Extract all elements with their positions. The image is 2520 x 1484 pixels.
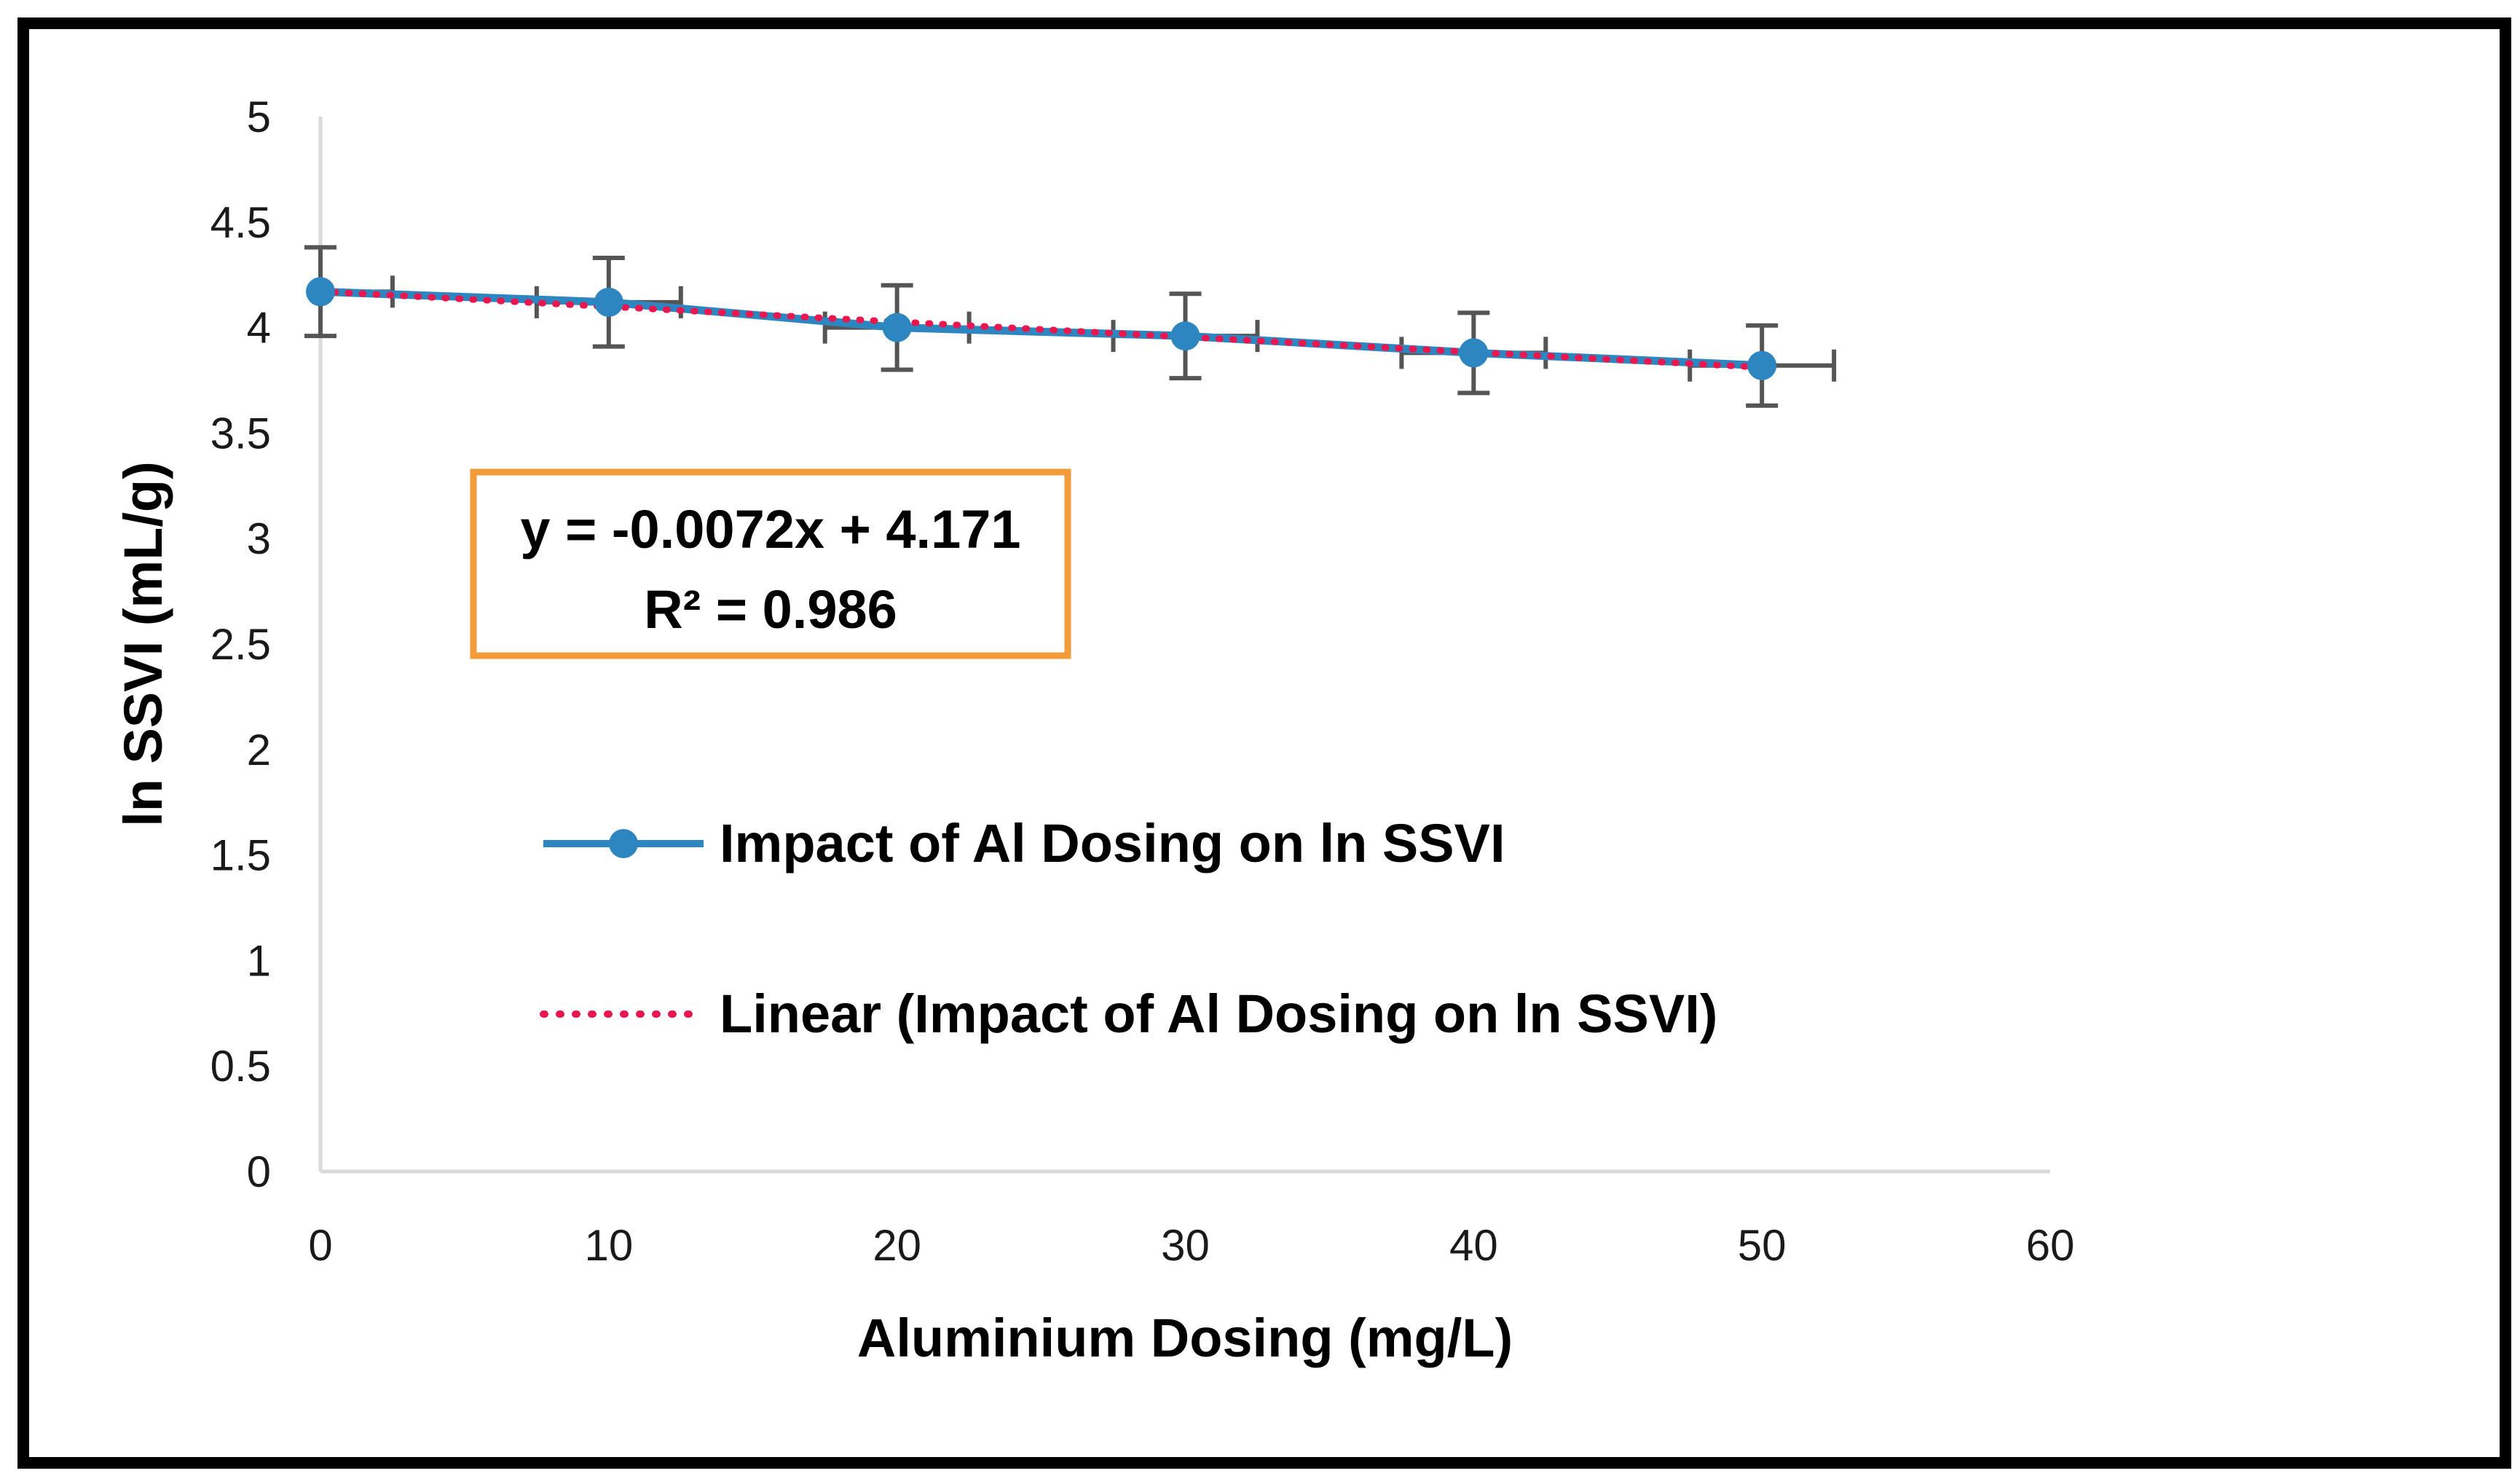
x-tick-label: 60	[2026, 1221, 2075, 1270]
x-tick-label: 20	[873, 1221, 921, 1270]
legend: Impact of Al Dosing on ln SSVI Linear (I…	[540, 813, 1717, 1044]
y-axis-title: ln SSVI (mL/g)	[113, 461, 173, 827]
y-tick-label: 5	[247, 93, 271, 141]
y-tick-label: 3.5	[210, 409, 271, 458]
y-tick-label: 1.5	[210, 831, 271, 880]
legend-entry-trendline: Linear (Impact of Al Dosing on ln SSVI)	[540, 984, 1717, 1044]
legend-entry-series: Impact of Al Dosing on ln SSVI	[543, 813, 1505, 873]
error-bars	[304, 245, 1837, 408]
x-axis-title: Aluminium Dosing (mg/L)	[857, 1308, 1513, 1368]
data-point	[1459, 338, 1489, 368]
legend-series-label: Impact of Al Dosing on ln SSVI	[720, 813, 1505, 873]
trendline	[317, 288, 1765, 371]
legend-series-swatch-marker	[609, 829, 638, 858]
data-point	[306, 277, 335, 307]
equation-box	[470, 468, 1071, 659]
data-point	[1170, 321, 1200, 351]
y-tick-label: 2.5	[210, 620, 271, 669]
trendline-equation: y = -0.0072x + 4.171	[520, 499, 1020, 560]
data-markers	[306, 277, 1777, 380]
data-point	[882, 313, 912, 342]
x-tick-label: 0	[308, 1221, 332, 1270]
y-tick-label: 1	[247, 936, 271, 985]
x-tick-label: 40	[1449, 1221, 1498, 1270]
y-tick-label: 3	[247, 514, 271, 563]
y-tick-label: 0.5	[210, 1042, 271, 1091]
y-tick-label: 4.5	[210, 198, 271, 247]
chart-frame	[17, 17, 2511, 1469]
x-tick-label: 50	[1738, 1221, 1787, 1270]
x-tick-label: 10	[584, 1221, 633, 1270]
legend-trendline-label: Linear (Impact of Al Dosing on ln SSVI)	[720, 984, 1717, 1044]
y-tick-label: 4	[247, 304, 271, 353]
y-tick-label: 2	[247, 726, 271, 774]
trendline-group	[317, 288, 1765, 371]
x-tick-label: 30	[1161, 1221, 1210, 1270]
data-point	[594, 287, 623, 317]
y-tick-labels: 0 0.5 1 1.5 2 2.5 3 3.5 4 4.5 5	[210, 93, 271, 1196]
y-tick-label: 0	[247, 1147, 271, 1196]
x-tick-labels: 0 10 20 30 40 50 60	[308, 1221, 2074, 1270]
r-squared-value: R² = 0.986	[644, 579, 897, 640]
data-point	[1747, 350, 1777, 380]
